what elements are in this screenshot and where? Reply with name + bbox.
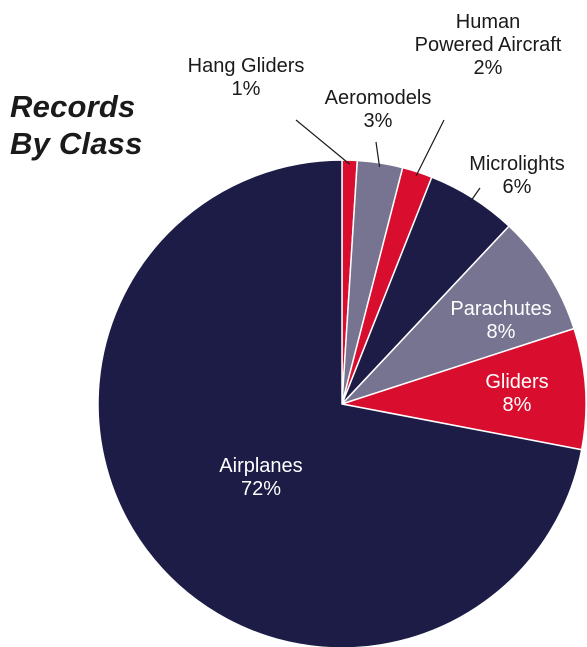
slice-name-airplanes: Airplanes	[219, 455, 302, 477]
slice-name-aeromodels: Aeromodels	[325, 87, 432, 109]
slice-label-airplanes: Airplanes 72%	[219, 455, 302, 500]
slice-label-human-powered-aircraft: Human Powered Aircraft 2%	[415, 11, 562, 79]
leader-line-microlights	[470, 187, 481, 202]
slice-percent-microlights: 6%	[503, 176, 532, 198]
slice-label-parachutes: Parachutes 8%	[450, 298, 551, 343]
slice-percent-airplanes: 72%	[241, 478, 281, 500]
slice-name-microlights: Microlights	[469, 153, 565, 175]
chart-title-line-1: Records	[10, 89, 136, 124]
slice-percent-aeromodels: 3%	[364, 110, 393, 132]
slice-labels: Hang Gliders 1% Aeromodels 3% Human Powered A…	[188, 11, 565, 500]
pie-slices	[97, 159, 587, 647]
slice-parachutes	[341, 225, 575, 405]
slice-gliders	[341, 327, 587, 451]
slice-percent-parachutes: 8%	[487, 321, 516, 343]
slice-name-parachutes: Parachutes	[450, 298, 551, 320]
slice-percent-hang-gliders: 1%	[232, 78, 261, 100]
chart-title-line-2: By Class	[10, 126, 143, 162]
slice-name-human-powered-aircraft: Powered Aircraft	[415, 34, 562, 56]
slice-label-aeromodels: Aeromodels 3%	[325, 87, 432, 132]
slice-percent-human-powered-aircraft: 2%	[474, 57, 503, 79]
leader-line-human-powered-aircraft	[415, 119, 445, 177]
slice-name-human-powered-aircraft: Human	[456, 11, 520, 33]
slice-airplanes	[97, 159, 583, 647]
slice-percent-gliders: 8%	[503, 394, 532, 416]
slice-label-gliders: Gliders 8%	[485, 371, 548, 416]
leader-lines	[295, 119, 481, 202]
slice-name-gliders: Gliders	[485, 371, 548, 393]
slice-label-microlights: Microlights 6%	[469, 153, 565, 198]
slice-name-hang-gliders: Hang Gliders	[188, 55, 305, 77]
slice-label-hang-gliders: Hang Gliders 1%	[188, 55, 305, 100]
chart-title: Records By Class	[10, 88, 143, 162]
leader-line-aeromodels	[375, 141, 381, 168]
leader-line-hang-gliders	[295, 119, 350, 165]
